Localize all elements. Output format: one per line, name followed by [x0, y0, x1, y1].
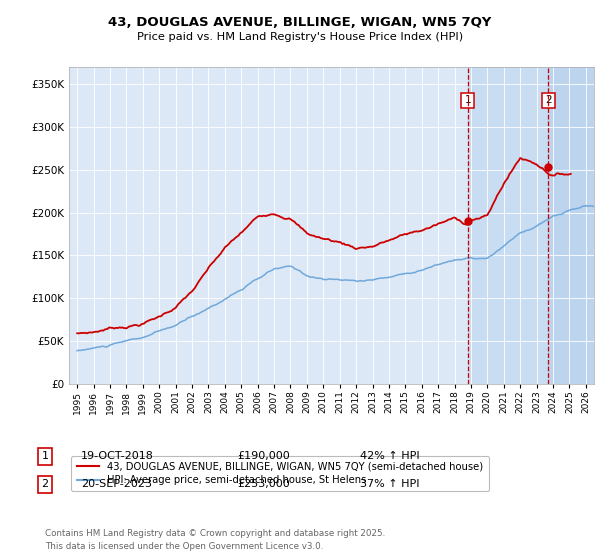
Text: 1: 1	[41, 451, 49, 461]
Text: 19-OCT-2018: 19-OCT-2018	[81, 451, 154, 461]
Text: 43, DOUGLAS AVENUE, BILLINGE, WIGAN, WN5 7QY: 43, DOUGLAS AVENUE, BILLINGE, WIGAN, WN5…	[109, 16, 491, 29]
Bar	[548, 67, 594, 384]
Text: Price paid vs. HM Land Registry's House Price Index (HPI): Price paid vs. HM Land Registry's House …	[137, 32, 463, 42]
Text: 2: 2	[41, 479, 49, 489]
Legend: 43, DOUGLAS AVENUE, BILLINGE, WIGAN, WN5 7QY (semi-detached house), HPI: Average: 43, DOUGLAS AVENUE, BILLINGE, WIGAN, WN5…	[71, 456, 488, 491]
Text: Contains HM Land Registry data © Crown copyright and database right 2025.
This d: Contains HM Land Registry data © Crown c…	[45, 529, 385, 550]
Text: 42% ↑ HPI: 42% ↑ HPI	[360, 451, 419, 461]
Text: 1: 1	[464, 95, 471, 105]
Text: 37% ↑ HPI: 37% ↑ HPI	[360, 479, 419, 489]
Text: £253,000: £253,000	[237, 479, 290, 489]
Text: £190,000: £190,000	[237, 451, 290, 461]
Text: 20-SEP-2023: 20-SEP-2023	[81, 479, 152, 489]
Bar	[467, 67, 594, 384]
Text: 2: 2	[545, 95, 552, 105]
